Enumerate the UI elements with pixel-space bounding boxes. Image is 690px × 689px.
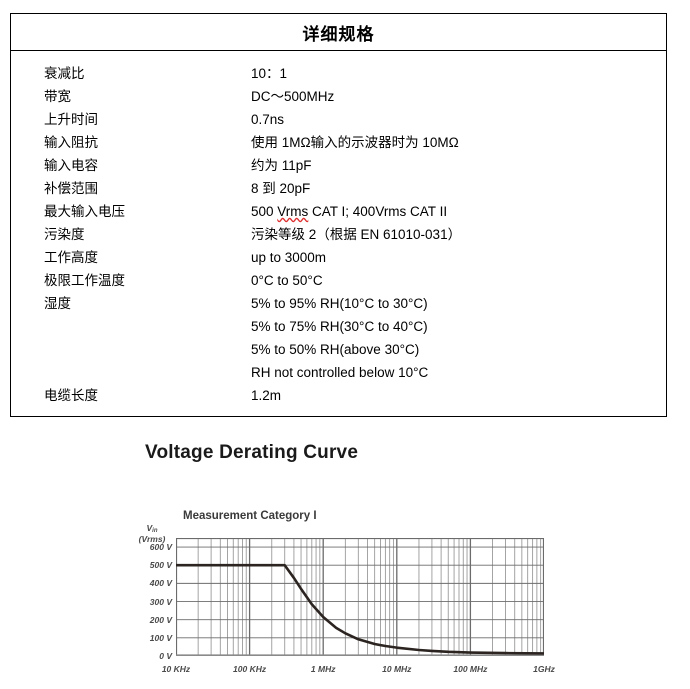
spec-label: 上升时间 bbox=[44, 112, 98, 127]
spec-value: RH not controlled below 10°C bbox=[251, 365, 429, 380]
page-title: 详细规格 bbox=[302, 24, 375, 45]
y-axis-title-sub: in bbox=[152, 528, 158, 534]
x-axis-tick-label: 100 MHz bbox=[453, 664, 488, 674]
table-row: 输入阻抗 使用 1MΩ输入的示波器时为 10MΩ bbox=[11, 131, 666, 154]
x-axis-tick-label: 10 MHz bbox=[382, 664, 412, 674]
table-row: 极限工作温度 0°C to 50°C bbox=[11, 269, 666, 292]
spellcheck-underlined-word: Vrms bbox=[277, 204, 309, 219]
plot-area: 0 V 100 V 200 V 300 V 400 V 500 V 600 V 10 KHz 1… bbox=[150, 538, 555, 674]
chart-container: Measurement Category I Vin (Vrms) 0 V 100… bbox=[120, 510, 570, 675]
spec-value: DC〜500MHz bbox=[251, 89, 335, 104]
specification-table-header: 详细规格 bbox=[11, 14, 666, 51]
spec-label: 污染度 bbox=[44, 227, 85, 242]
table-row: 上升时间 0.7ns bbox=[11, 108, 666, 131]
spec-value: 使用 1MΩ输入的示波器时为 10MΩ bbox=[251, 135, 459, 150]
y-axis-title-main: V bbox=[146, 523, 153, 533]
x-axis-tick-label: 1 MHz bbox=[310, 664, 336, 674]
spec-label: 输入电容 bbox=[44, 158, 98, 173]
spec-label: 衰减比 bbox=[44, 66, 85, 81]
table-row: 衰减比 10：1 bbox=[11, 62, 666, 85]
spec-value: 污染等级 2（根据 EN 61010-031） bbox=[251, 227, 462, 242]
y-axis-title: Vin (Vrms) bbox=[128, 524, 176, 544]
spec-label: 工作高度 bbox=[44, 250, 98, 265]
spec-label: 湿度 bbox=[44, 296, 71, 311]
table-row: 带宽 DC〜500MHz bbox=[11, 85, 666, 108]
specification-table: 详细规格 衰减比 10：1 带宽 DC〜500MHz 上升时间 0.7ns 输入阻抗 使用 1… bbox=[10, 13, 667, 417]
chart-caption: Measurement Category I bbox=[183, 510, 317, 522]
derating-curve-plot bbox=[176, 538, 544, 656]
y-axis-tick-label: 200 V bbox=[149, 614, 172, 625]
spec-value: 1.2m bbox=[251, 388, 282, 403]
y-axis-tick-label: 400 V bbox=[149, 578, 172, 589]
spec-value: 5% to 50% RH(above 30°C) bbox=[251, 342, 420, 357]
spec-value: 500 Vrms CAT I; 400Vrms CAT II bbox=[251, 204, 448, 219]
table-row: 补偿范围 8 到 20pF bbox=[11, 177, 666, 200]
spec-label: 带宽 bbox=[44, 89, 71, 104]
spec-label: 输入阻抗 bbox=[44, 135, 98, 150]
table-row: 湿度5% to 75% RH(30°C to 40°C) bbox=[11, 315, 666, 338]
spec-value: 0°C to 50°C bbox=[251, 273, 323, 288]
spec-value: 5% to 75% RH(30°C to 40°C) bbox=[251, 319, 428, 334]
y-axis-tick-label: 600 V bbox=[149, 542, 172, 553]
x-axis-tick-label: 100 KHz bbox=[233, 664, 267, 674]
chart-heading: Voltage Derating Curve bbox=[145, 442, 359, 463]
table-row: 最大输入电压 500 Vrms CAT I; 400Vrms CAT II bbox=[11, 200, 666, 223]
spec-value: 10：1 bbox=[251, 66, 288, 81]
voltage-derating-chart-section: Voltage Derating Curve Measurement Categ… bbox=[0, 432, 690, 689]
x-axis-tick-label: 10 KHz bbox=[161, 664, 191, 674]
grid-minor-vertical bbox=[197, 538, 542, 656]
y-axis-tick-label: 300 V bbox=[149, 596, 172, 607]
y-axis-tick-label: 500 V bbox=[149, 560, 172, 571]
x-axis-tick-label: 1GHz bbox=[533, 664, 555, 674]
data-series-line-0 bbox=[176, 563, 544, 655]
spec-label: 最大输入电压 bbox=[44, 204, 125, 219]
table-row: 输入电容 约为 11pF bbox=[11, 154, 666, 177]
spec-label: 电缆长度 bbox=[44, 388, 98, 403]
spec-value: 0.7ns bbox=[251, 112, 285, 127]
table-row: 污染度 污染等级 2（根据 EN 61010-031） bbox=[11, 223, 666, 246]
table-row: 湿度5% to 50% RH(above 30°C) bbox=[11, 338, 666, 361]
spec-value: 约为 11pF bbox=[251, 158, 312, 173]
spec-value: 8 到 20pF bbox=[251, 181, 311, 196]
grid-horizontal bbox=[176, 546, 544, 656]
spec-value: up to 3000m bbox=[251, 250, 327, 265]
table-row: 工作高度 up to 3000m bbox=[11, 246, 666, 269]
spec-label: 补偿范围 bbox=[44, 181, 98, 196]
table-row: 电缆长度 1.2m bbox=[11, 384, 666, 407]
y-axis-tick-label: 100 V bbox=[149, 632, 172, 643]
table-row: 湿度 5% to 95% RH(10°C to 30°C) bbox=[11, 292, 666, 315]
specification-table-body: 衰减比 10：1 带宽 DC〜500MHz 上升时间 0.7ns 输入阻抗 使用 1MΩ输入的… bbox=[11, 51, 666, 416]
grid-major-vertical bbox=[176, 538, 544, 656]
spec-value: 5% to 95% RH(10°C to 30°C) bbox=[251, 296, 428, 311]
table-row: 湿度RH not controlled below 10°C bbox=[11, 361, 666, 384]
y-axis-tick-label: 0 V bbox=[159, 651, 172, 661]
y-axis-title-unit: (Vrms) bbox=[138, 534, 166, 544]
spec-label: 极限工作温度 bbox=[44, 273, 125, 288]
